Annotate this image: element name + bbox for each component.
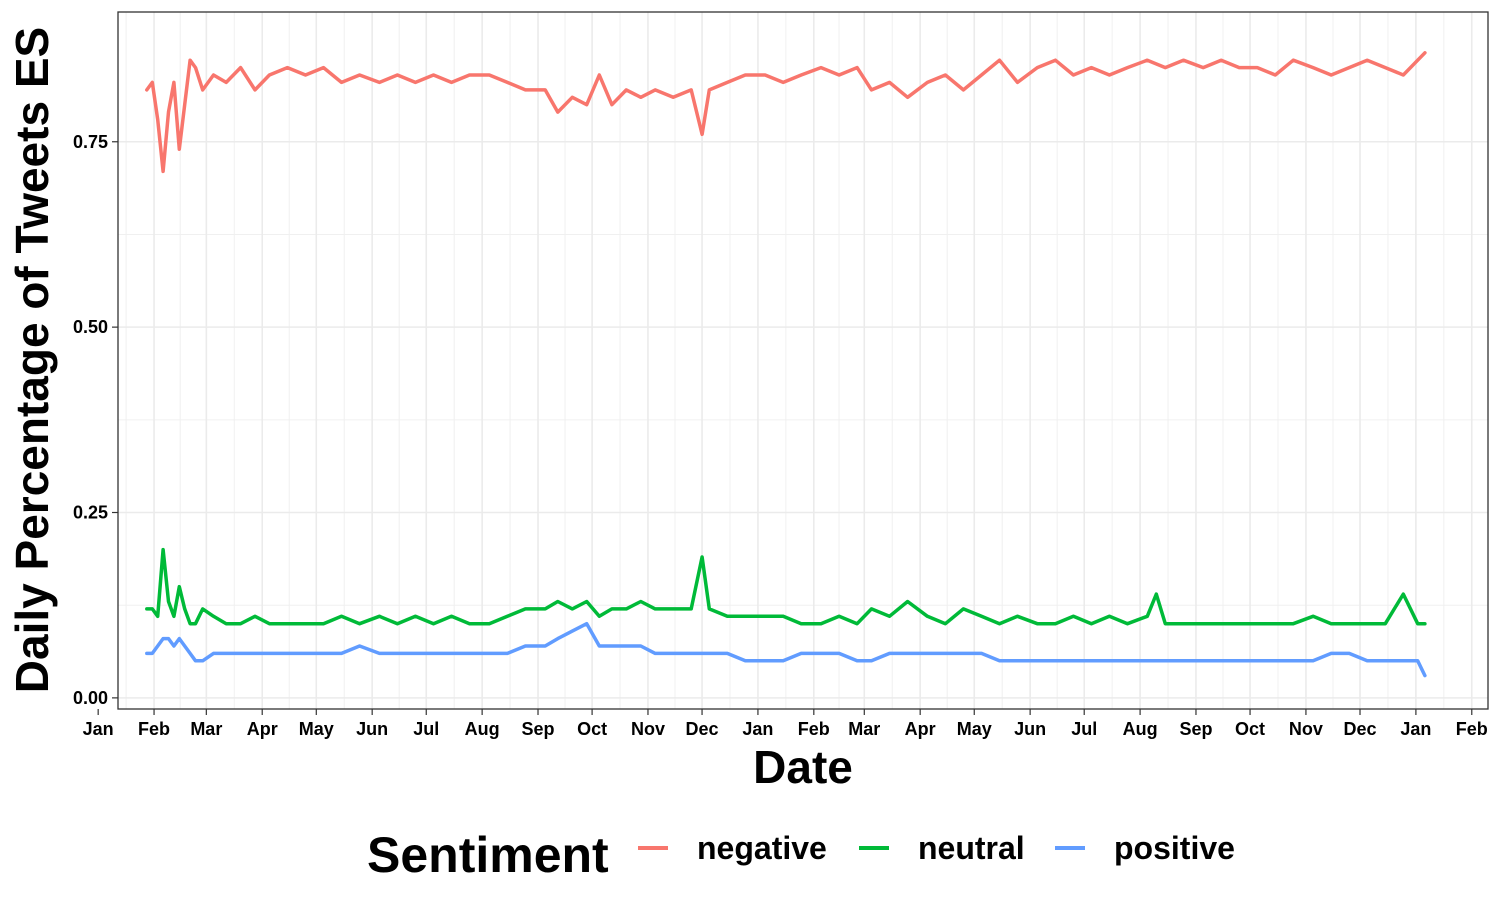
x-axis: Jan Feb Mar Apr May Jun Jul Aug Sep Oct Nov Dec Jan F… bbox=[83, 709, 1488, 739]
x-tick-label: Nov bbox=[1289, 719, 1323, 739]
x-tick-label: Feb bbox=[798, 719, 830, 739]
y-tick-label: 0.25 bbox=[73, 503, 108, 523]
plot-background bbox=[118, 12, 1488, 709]
series-line-negative bbox=[145, 51, 1427, 174]
y-axis-title: Daily Percentage of Tweets ES bbox=[6, 27, 58, 693]
x-tick-label: May bbox=[957, 719, 992, 739]
x-tick-label: Feb bbox=[138, 719, 170, 739]
x-tick-label: Mar bbox=[848, 719, 880, 739]
x-tick-label: Jul bbox=[1071, 719, 1097, 739]
legend-title: Sentiment bbox=[367, 827, 609, 883]
series-lines bbox=[145, 51, 1427, 678]
x-tick-label: Sep bbox=[522, 719, 555, 739]
legend-label-positive: positive bbox=[1114, 830, 1235, 866]
x-tick-label: Jul bbox=[413, 719, 439, 739]
series-line-positive bbox=[145, 621, 1427, 678]
legend-label-neutral: neutral bbox=[918, 830, 1025, 866]
x-tick-label: Jun bbox=[356, 719, 388, 739]
x-tick-label: Jun bbox=[1014, 719, 1046, 739]
plot-border bbox=[117, 11, 1489, 710]
legend: Sentiment negative neutral positive bbox=[367, 827, 1235, 883]
x-tick-label: Jan bbox=[1400, 719, 1431, 739]
legend-label-negative: negative bbox=[697, 830, 827, 866]
x-tick-label: Oct bbox=[577, 719, 607, 739]
x-tick-label: Aug bbox=[465, 719, 500, 739]
x-tick-label: May bbox=[299, 719, 334, 739]
x-tick-label: Oct bbox=[1235, 719, 1265, 739]
y-tick-label: 0.50 bbox=[73, 317, 108, 337]
grid-lines bbox=[118, 12, 1488, 709]
x-tick-label: Jan bbox=[83, 719, 114, 739]
x-tick-label: Jan bbox=[742, 719, 773, 739]
y-axis: 0.00 0.25 0.50 0.75 bbox=[73, 132, 118, 708]
x-tick-label: Dec bbox=[1343, 719, 1376, 739]
x-tick-label: Nov bbox=[631, 719, 665, 739]
x-tick-label: Mar bbox=[190, 719, 222, 739]
x-tick-label: Dec bbox=[686, 719, 719, 739]
x-tick-label: Aug bbox=[1123, 719, 1158, 739]
x-tick-label: Feb bbox=[1456, 719, 1488, 739]
x-axis-title: Date bbox=[753, 741, 853, 793]
y-tick-label: 0.75 bbox=[73, 132, 108, 152]
x-tick-label: Sep bbox=[1179, 719, 1212, 739]
x-tick-label: Apr bbox=[905, 719, 936, 739]
y-tick-label: 0.00 bbox=[73, 688, 108, 708]
series-line-neutral bbox=[145, 547, 1427, 626]
x-tick-label: Apr bbox=[247, 719, 278, 739]
